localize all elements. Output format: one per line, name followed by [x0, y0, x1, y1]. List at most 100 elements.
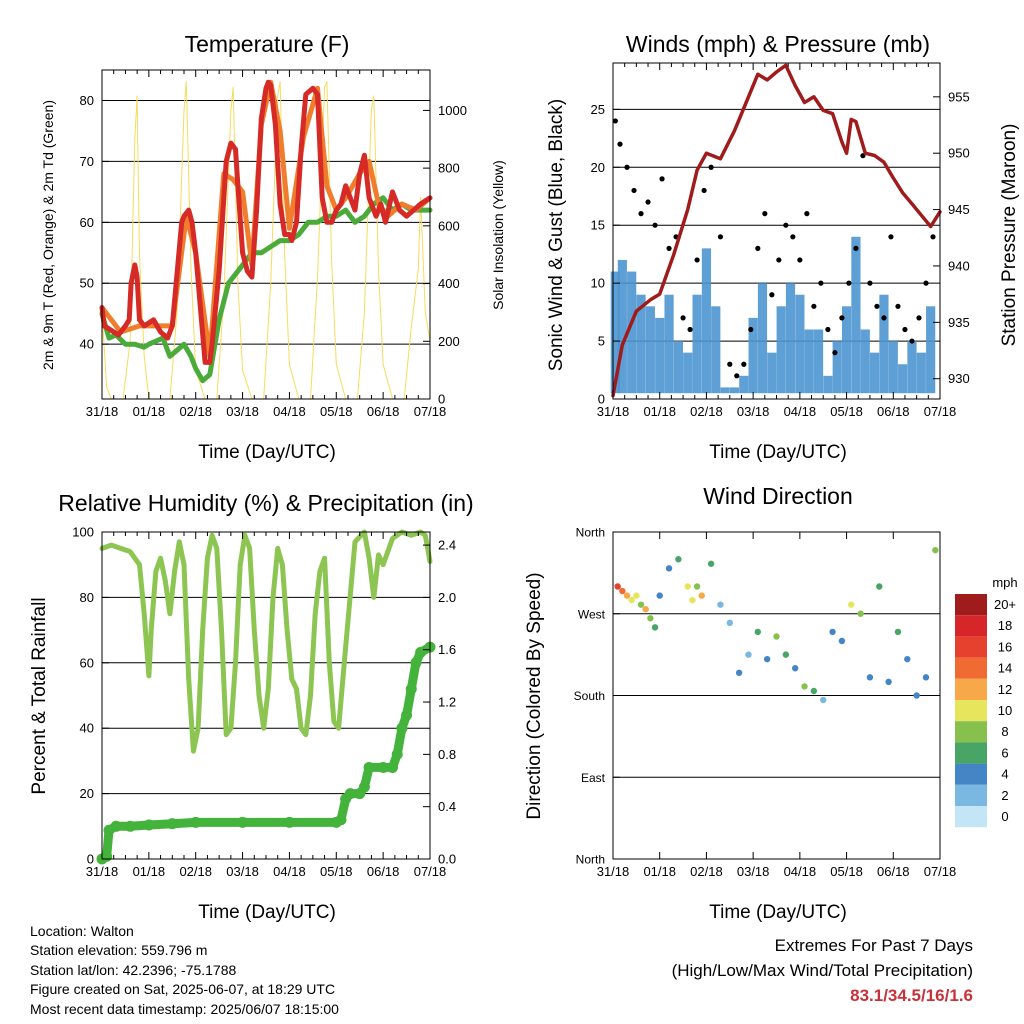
y-right-tick-label: 2.4	[438, 538, 456, 553]
humidity-xlabel: Time (Day/UTC)	[198, 902, 336, 923]
wind-bar	[683, 352, 693, 394]
precip-point	[377, 761, 389, 773]
wind-bar	[795, 294, 805, 394]
legend-swatch	[955, 742, 987, 764]
x-tick-label: 05/18	[320, 404, 353, 419]
precip-point	[101, 850, 113, 862]
extremes-subtitle: (High/Low/Max Wind/Total Precipitation)	[671, 961, 973, 980]
precip-point	[237, 816, 249, 828]
gust-point	[755, 245, 761, 251]
gust-point	[790, 234, 796, 240]
gust-point	[797, 257, 803, 263]
y-right-tick-label: 1.2	[438, 695, 456, 710]
wind-bar	[851, 236, 861, 394]
wind-bar	[627, 271, 637, 394]
direction-point	[684, 583, 691, 590]
legend-swatch	[955, 721, 987, 743]
direction-point	[623, 592, 631, 599]
y-tick-label: West	[578, 607, 606, 621]
gust-point	[853, 245, 859, 251]
x-tick-label: 31/18	[86, 404, 119, 419]
extremes-title: Extremes For Past 7 Days	[774, 936, 973, 955]
legend-swatch	[955, 806, 987, 828]
wind-bar	[767, 352, 777, 394]
legend-swatch	[955, 636, 987, 658]
gust-point	[624, 164, 630, 170]
direction-point	[763, 655, 771, 663]
wind-bar	[823, 375, 833, 394]
x-tick-label: 02/18	[690, 404, 723, 419]
legend-swatch	[955, 594, 987, 616]
gust-point	[923, 280, 929, 286]
direction-point	[857, 610, 864, 617]
legend-label: 12	[998, 682, 1012, 697]
gust-point	[769, 292, 775, 298]
wind-bar	[617, 259, 627, 394]
y-right-tick-label: 400	[438, 276, 460, 291]
gust-point	[839, 315, 845, 321]
x-tick-label: 31/18	[86, 864, 119, 879]
y-tick-label: 20	[80, 786, 94, 801]
temperature-panel: Temperature (F) Time (Day/UTC) 2m & 9m T…	[40, 31, 506, 463]
legend-swatch	[955, 615, 987, 637]
x-tick-label: 06/18	[367, 864, 400, 879]
direction-point	[848, 601, 855, 608]
y-tick-label: 10	[591, 276, 605, 291]
relative-humidity-line	[99, 529, 433, 754]
direction-point	[698, 592, 705, 599]
y-tick-label: 40	[80, 337, 94, 352]
wind-bar	[673, 341, 683, 394]
wind-bar	[739, 375, 749, 394]
wind-bar	[701, 248, 712, 394]
direction-point	[773, 633, 780, 640]
direction-point	[838, 637, 846, 645]
temperature-y-ticks: 40 50 60 70 80	[80, 93, 109, 352]
precip-point	[344, 788, 356, 800]
direction-point	[651, 624, 659, 631]
wind-bar	[757, 283, 768, 394]
winds-xlabel: Time (Day/UTC)	[709, 442, 847, 463]
precip-point	[387, 761, 399, 773]
wind-bar	[841, 306, 852, 394]
extremes-box: Extremes For Past 7 Days (High/Low/Max W…	[672, 933, 973, 1008]
gust-point	[734, 373, 740, 379]
y-tick-label: North	[576, 853, 605, 867]
x-tick-label: 01/18	[643, 864, 676, 879]
x-tick-label: 04/18	[273, 404, 306, 419]
legend-label: 4	[1001, 767, 1008, 782]
humidity-y-ticks: 0 20 40 60 80 100	[72, 525, 109, 867]
precip-point	[166, 818, 178, 830]
gust-point	[652, 222, 658, 228]
gust-point	[916, 315, 922, 321]
plot-frame	[101, 69, 431, 400]
gust-point	[694, 257, 700, 263]
x-tick-label: 05/18	[830, 404, 863, 419]
wind-bar	[879, 294, 889, 394]
pressure-line	[611, 63, 942, 398]
gust-point	[783, 222, 789, 228]
gust-point	[846, 280, 852, 286]
gust-point	[727, 361, 733, 367]
wind-direction-title: Wind Direction	[703, 483, 853, 509]
solar-ylabel: Solar Insolation (Yellow)	[490, 160, 506, 310]
legend-swatch	[955, 763, 987, 785]
wind-bar	[776, 306, 786, 394]
y-tick-label: 40	[80, 721, 94, 736]
precip-point	[391, 748, 403, 760]
x-tick-label: 31/18	[597, 864, 630, 879]
y-tick-label: 60	[80, 655, 94, 670]
y-right-tick-label: 800	[438, 161, 460, 176]
winds-ylabel: Sonic Wind & Gust (Blue, Black)	[546, 99, 567, 371]
legend-label: 18	[998, 618, 1012, 633]
gust-point	[895, 303, 901, 309]
x-tick-label: 07/18	[924, 404, 957, 419]
temperature-title: Temperature (F)	[185, 31, 350, 57]
direction-point	[689, 596, 696, 604]
gust-point	[708, 164, 714, 170]
y-tick-label: 25	[591, 102, 605, 117]
gust-point	[874, 303, 880, 309]
precip-y-ticks: 0.0 0.4 0.8 1.2 1.6 2.0 2.4	[423, 538, 456, 867]
y-tick-label: North	[576, 526, 605, 540]
direction-point	[782, 651, 790, 658]
